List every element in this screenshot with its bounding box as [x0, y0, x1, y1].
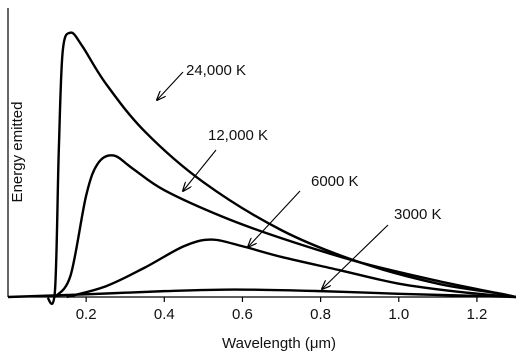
x-tick-label: 0.2 — [76, 306, 97, 323]
series-line-0 — [45, 31, 516, 306]
annotation-arrow-3 — [322, 224, 389, 289]
plot-frame — [7, 8, 516, 298]
series-line-3 — [7, 288, 516, 299]
series-line-2 — [66, 238, 516, 299]
x-tick-label: 1.0 — [388, 306, 409, 323]
x-axis-title: Wavelength (μm) — [222, 335, 336, 352]
temp-label-12000: 12,000 K — [208, 127, 268, 144]
annotation-arrow-2 — [248, 190, 301, 247]
series-line-1 — [53, 154, 516, 299]
annotation-arrow-0 — [157, 71, 184, 100]
y-axis-title: Energy emitted — [9, 102, 26, 203]
x-axis-ticks: 0.2 0.4 0.6 0.8 1.0 1.2 — [76, 297, 487, 323]
x-tick-label: 0.6 — [232, 306, 253, 323]
annotation-arrows — [157, 71, 389, 289]
temp-label-24000: 24,000 K — [186, 62, 246, 79]
x-tick-label: 0.8 — [310, 306, 331, 323]
temp-label-3000: 3000 K — [394, 206, 442, 223]
annotation-arrow-1 — [183, 149, 217, 191]
series-curves — [7, 31, 516, 306]
temp-label-6000: 6000 K — [311, 173, 359, 190]
x-tick-label: 1.2 — [466, 306, 487, 323]
x-tick-label: 0.4 — [154, 306, 175, 323]
